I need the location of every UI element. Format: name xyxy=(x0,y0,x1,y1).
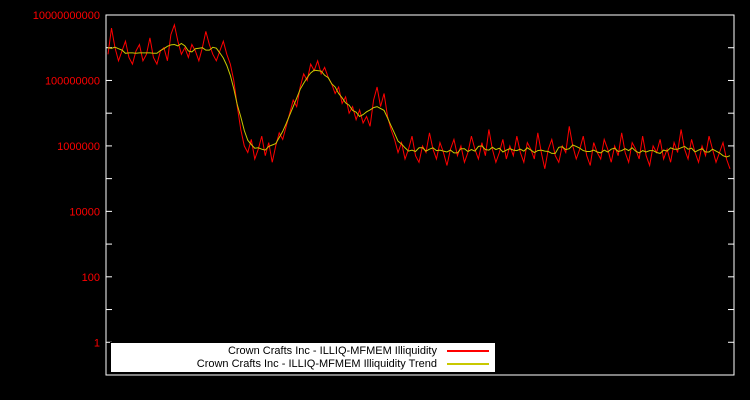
y-tick-label: 1000000 xyxy=(57,141,100,153)
legend-swatch-trend xyxy=(447,362,489,365)
legend-label-trend: Crown Crafts Inc - ILLIQ-MFMEM Illiquidi… xyxy=(196,357,437,370)
legend-swatch-main xyxy=(447,349,489,352)
plot-border xyxy=(105,14,735,376)
y-tick-label: 10000000000 xyxy=(33,10,100,22)
legend-row-trend: Crown Crafts Inc - ILLIQ-MFMEM Illiquidi… xyxy=(117,357,489,370)
y-tick-label: 100000000 xyxy=(45,75,100,87)
legend-row-main: Crown Crafts Inc - ILLIQ-MFMEM Illiquidi… xyxy=(117,344,489,357)
y-tick-label: 100 xyxy=(82,272,100,284)
legend: Crown Crafts Inc - ILLIQ-MFMEM Illiquidi… xyxy=(110,342,496,373)
series-main-line xyxy=(107,22,731,169)
legend-label-main: Crown Crafts Inc - ILLIQ-MFMEM Illiquidi… xyxy=(227,344,437,357)
series-trend-line xyxy=(107,42,731,158)
y-tick-label: 10000 xyxy=(69,206,100,218)
y-tick-label: 1 xyxy=(94,337,100,349)
